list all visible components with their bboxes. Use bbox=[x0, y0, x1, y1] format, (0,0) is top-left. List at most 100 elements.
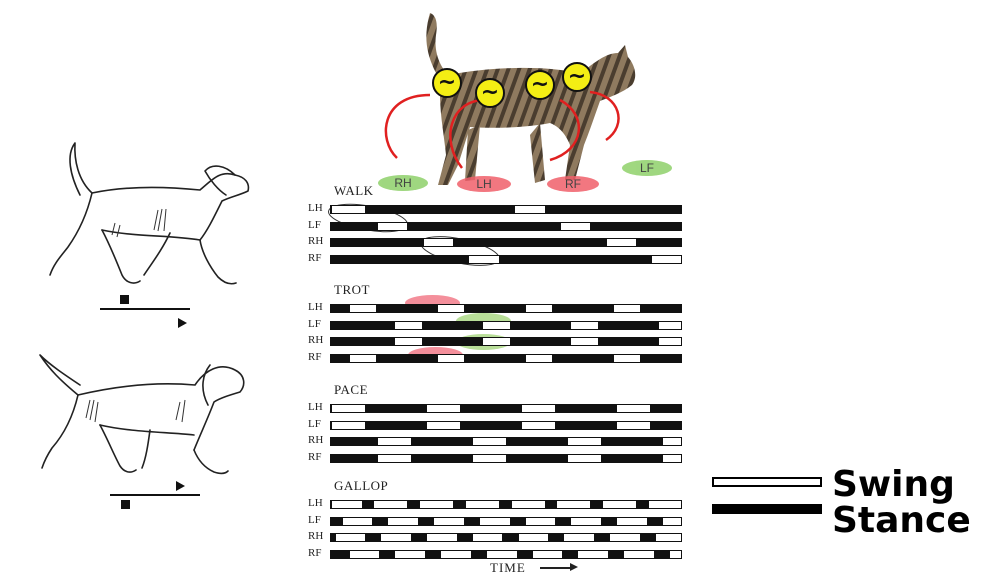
swing-segment bbox=[426, 405, 462, 412]
swing-segment bbox=[331, 405, 367, 412]
swing-segment bbox=[556, 501, 592, 508]
stance-bar-trot-lh bbox=[330, 304, 682, 313]
gait-title-pace: PACE bbox=[334, 382, 369, 397]
swing-segment bbox=[394, 338, 423, 345]
swing-segment bbox=[570, 518, 603, 525]
stance-bar-walk-lh bbox=[330, 205, 682, 214]
leg-label-pace-rf: RF bbox=[308, 451, 322, 463]
swing-segment bbox=[661, 455, 681, 462]
swing-segment bbox=[658, 322, 681, 329]
leg-label-trot-rh: RH bbox=[308, 334, 324, 346]
swing-segment bbox=[524, 518, 557, 525]
swing-segment bbox=[524, 305, 553, 312]
oscillator-2: ~ bbox=[475, 78, 505, 108]
swing-segment bbox=[651, 256, 681, 263]
swing-segment bbox=[668, 551, 681, 558]
swing-segment bbox=[331, 501, 363, 508]
arrow-lf-to-cpg bbox=[589, 90, 620, 142]
swing-segment bbox=[482, 338, 511, 345]
swing-segment bbox=[485, 551, 518, 558]
swing-segment bbox=[373, 501, 409, 508]
swing-segment bbox=[658, 338, 681, 345]
stance-bar-walk-rf bbox=[330, 255, 682, 264]
swing-segment bbox=[616, 405, 652, 412]
leg-label-gallop-rf: RF bbox=[308, 547, 322, 559]
swing-segment bbox=[436, 355, 465, 362]
swing-segment bbox=[422, 239, 455, 246]
swing-segment bbox=[510, 501, 546, 508]
swing-segment bbox=[577, 551, 610, 558]
swing-segment bbox=[394, 551, 427, 558]
swing-segment bbox=[426, 534, 458, 541]
swing-segment bbox=[531, 551, 564, 558]
stance-bar-gallop-lf bbox=[330, 517, 682, 526]
swing-segment bbox=[426, 422, 462, 429]
swing-segment bbox=[464, 501, 500, 508]
swing-segment bbox=[514, 206, 546, 213]
leg-label-gallop-lh: LH bbox=[308, 497, 323, 509]
stance-bar-pace-rh bbox=[330, 437, 682, 446]
swing-segment bbox=[376, 223, 409, 230]
swing-segment bbox=[616, 518, 648, 525]
swing-segment bbox=[348, 551, 381, 558]
time-arrow-line bbox=[540, 567, 570, 569]
dog-bottom-timeline bbox=[110, 494, 200, 496]
stance-bar-gallop-rh bbox=[330, 533, 682, 542]
leg-label-pace-rh: RH bbox=[308, 434, 324, 446]
stance-bar-pace-rf bbox=[330, 454, 682, 463]
swing-segment bbox=[616, 422, 652, 429]
arrow-lh-to-cpg bbox=[449, 98, 486, 169]
cat-foot-rh: RH bbox=[378, 175, 428, 191]
swing-segment bbox=[612, 305, 641, 312]
swing-segment bbox=[566, 455, 603, 462]
stance-bar-walk-rh bbox=[330, 238, 682, 247]
swing-segment bbox=[478, 518, 511, 525]
swing-segment bbox=[605, 239, 638, 246]
swing-segment bbox=[376, 438, 412, 445]
swing-segment bbox=[524, 355, 553, 362]
dog-top-arrow-icon bbox=[178, 318, 187, 328]
swing-segment bbox=[570, 322, 599, 329]
dog-bottom-marker bbox=[121, 500, 130, 509]
legend-swing-swatch bbox=[712, 477, 822, 487]
swing-segment bbox=[517, 534, 550, 541]
swing-segment bbox=[348, 305, 377, 312]
leg-label-gallop-rh: RH bbox=[308, 530, 324, 542]
swing-segment bbox=[559, 223, 592, 230]
stance-bar-gallop-rf bbox=[330, 550, 682, 559]
leg-label-walk-rf: RF bbox=[308, 252, 322, 264]
swing-segment bbox=[436, 305, 465, 312]
oscillator-1: ~ bbox=[432, 68, 462, 98]
dog-top-marker bbox=[120, 295, 129, 304]
swing-segment bbox=[521, 422, 557, 429]
swing-segment bbox=[661, 518, 681, 525]
swing-segment bbox=[521, 405, 557, 412]
arrow-rf-to-cpg bbox=[549, 98, 581, 162]
oscillator-3: ~ bbox=[525, 70, 555, 100]
legend-stance-label: Stance bbox=[832, 500, 971, 541]
swing-segment bbox=[570, 338, 599, 345]
swing-segment bbox=[334, 534, 367, 541]
swing-segment bbox=[661, 438, 681, 445]
swing-segment bbox=[566, 438, 603, 445]
dog-walking-illustration-top bbox=[49, 142, 250, 285]
leg-label-pace-lf: LF bbox=[308, 418, 321, 430]
swing-segment bbox=[602, 501, 638, 508]
cat-foot-lh: LH bbox=[457, 176, 511, 192]
leg-label-trot-lh: LH bbox=[308, 301, 323, 313]
swing-segment bbox=[471, 455, 507, 462]
stance-bar-trot-rf bbox=[330, 354, 682, 363]
time-axis-label: TIME bbox=[490, 560, 526, 575]
swing-segment bbox=[380, 534, 412, 541]
stance-bar-trot-rh bbox=[330, 337, 682, 346]
leg-label-trot-lf: LF bbox=[308, 318, 321, 330]
stance-bar-pace-lf bbox=[330, 421, 682, 430]
swing-segment bbox=[387, 518, 419, 525]
leg-label-walk-rh: RH bbox=[308, 235, 324, 247]
leg-label-walk-lf: LF bbox=[308, 219, 321, 231]
swing-segment bbox=[341, 518, 374, 525]
swing-segment bbox=[433, 518, 465, 525]
swing-segment bbox=[376, 455, 412, 462]
